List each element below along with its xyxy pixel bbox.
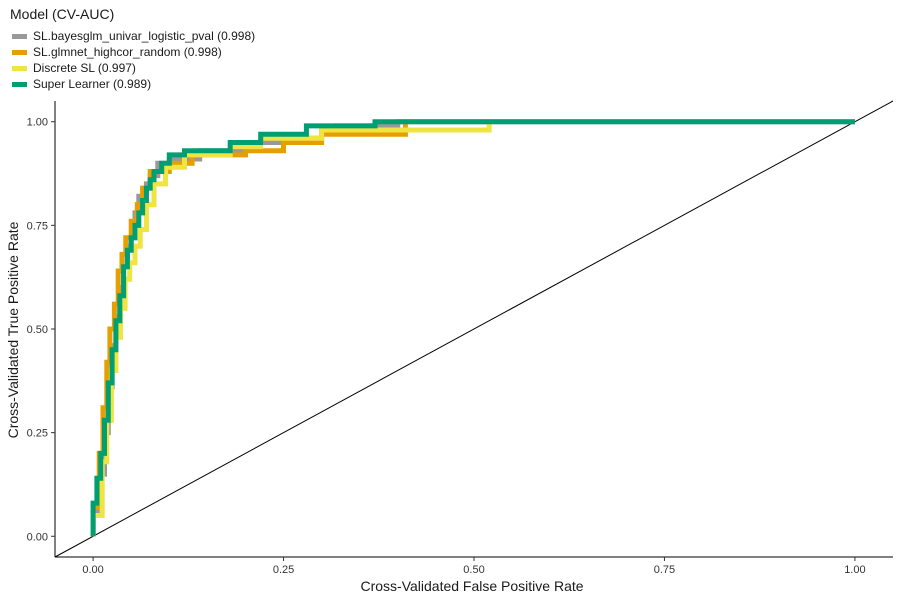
y-axis-ticks: 0.00 0.25 0.50 0.75 1.00 xyxy=(27,117,55,543)
x-axis-title: Cross-Validated False Positive Rate xyxy=(360,578,583,594)
y-tick-label: 0.50 xyxy=(27,324,48,336)
y-tick-label: 0.00 xyxy=(27,531,48,543)
legend-key xyxy=(12,81,27,87)
x-axis-ticks: 0.00 0.25 0.50 0.75 1.00 xyxy=(82,557,866,576)
series-line xyxy=(90,119,855,537)
legend-key xyxy=(12,49,27,55)
legend-item: SL.glmnet_highcor_random (0.998) xyxy=(10,44,255,60)
series-line xyxy=(90,121,408,537)
y-tick-label: 1.00 xyxy=(27,117,48,129)
legend-item: Discrete SL (0.997) xyxy=(10,60,255,76)
legend-key xyxy=(12,33,27,39)
x-tick-label: 1.00 xyxy=(844,564,865,576)
legend: Model (CV-AUC) SL.bayesglm_univar_logist… xyxy=(10,6,255,92)
x-tick-label: 0.75 xyxy=(654,564,675,576)
legend-label: SL.bayesglm_univar_logistic_pval (0.998) xyxy=(33,29,256,43)
legend-key xyxy=(12,65,27,71)
legend-label: SL.glmnet_highcor_random (0.998) xyxy=(33,45,222,59)
y-axis-title: Cross-Validated True Positive Rate xyxy=(5,221,21,438)
x-tick-label: 0.00 xyxy=(82,564,103,576)
x-tick-label: 0.25 xyxy=(273,564,294,576)
plot-area xyxy=(54,100,894,558)
y-tick-label: 0.25 xyxy=(27,428,48,440)
legend-label: Discrete SL (0.997) xyxy=(33,61,136,75)
y-tick-label: 0.75 xyxy=(27,220,48,232)
legend-item: Super Learner (0.989) xyxy=(10,76,255,92)
x-tick-label: 0.50 xyxy=(463,564,484,576)
reference-diagonal-line xyxy=(54,100,894,558)
legend-item: SL.bayesglm_univar_logistic_pval (0.998) xyxy=(10,28,255,44)
legend-label: Super Learner (0.989) xyxy=(33,77,152,91)
legend-title: Model (CV-AUC) xyxy=(10,6,115,22)
